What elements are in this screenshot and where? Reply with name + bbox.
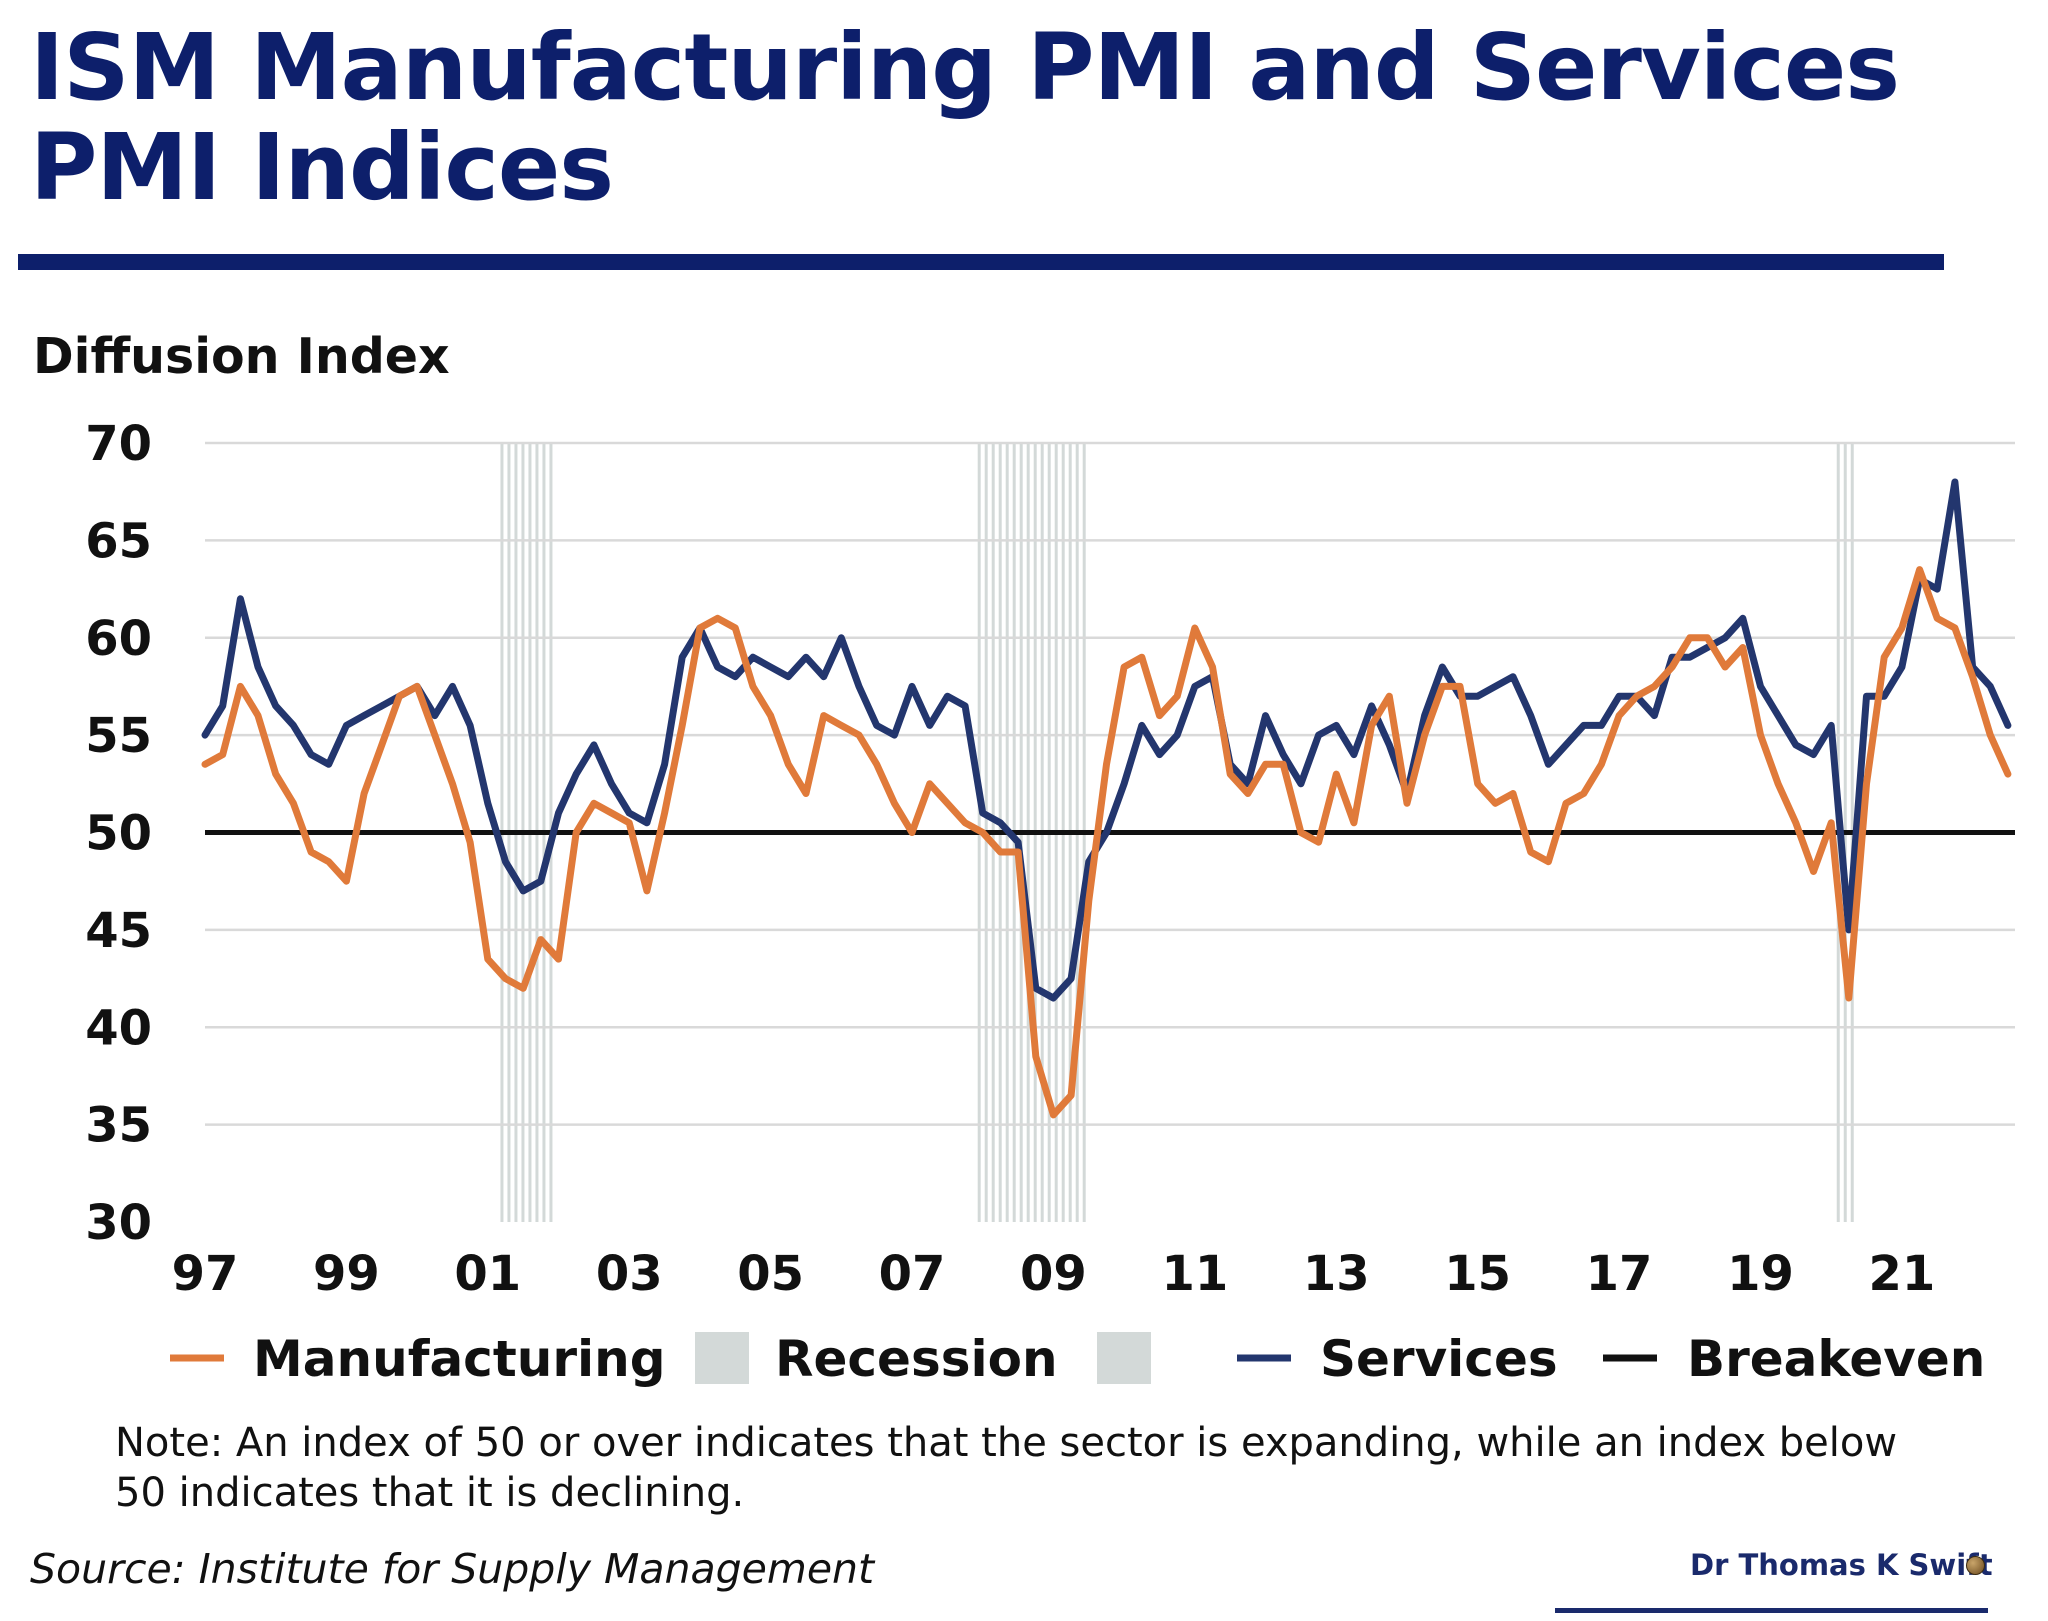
services-line [201,478,2012,1002]
x-tick-label: 03 [596,1246,663,1302]
x-tick-label: 11 [1161,1246,1228,1302]
y-tick-label: 55 [85,708,152,764]
x-tick-label: 09 [1020,1246,1087,1302]
y-tick-label: 35 [85,1098,152,1154]
source-label: Source: Institute for Supply Management [30,1545,875,1593]
x-tick-label: 97 [172,1246,239,1302]
chart-title: ISM Manufacturing PMI and Services PMI I… [30,14,1900,221]
y-tick-label: 70 [85,416,152,472]
y-tick-label: 45 [85,903,152,959]
legend-item-recession: Recession [695,1330,1058,1388]
x-tick-label: 13 [1303,1246,1370,1302]
legend-label: Recession [775,1330,1058,1388]
y-tick-label: 30 [85,1195,152,1251]
gridlines [205,441,2015,1126]
author-dot-icon [1966,1556,1985,1575]
x-tick-label: 05 [737,1246,804,1302]
pmi-chart: Diffusion Index 70 65 60 55 50 45 40 35 30 97 99 0… [33,328,2015,1388]
x-tick-label: 19 [1727,1246,1794,1302]
y-tick-labels: 70 65 60 55 50 45 40 35 30 [85,416,152,1251]
x-tick-label: 15 [1444,1246,1511,1302]
chart-note: Note: An index of 50 or over indicates t… [115,1420,1898,1516]
legend-item-services: Services [1237,1330,1558,1388]
x-tick-label: 17 [1586,1246,1653,1302]
author-label: Dr Thomas K Swift [1690,1548,1993,1582]
x-tick-label: 07 [879,1246,946,1302]
legend-label: Manufacturing [253,1330,666,1388]
x-tick-labels: 97 99 01 03 05 07 09 11 13 15 17 19 21 [172,1246,1936,1302]
y-tick-label: 60 [85,611,152,667]
y-tick-label: 65 [85,513,152,569]
manufacturing-line [201,566,2012,1119]
legend-label: Breakeven [1687,1330,1985,1388]
legend: Manufacturing Recession Services Breakeven [170,1330,1985,1388]
y-axis-label: Diffusion Index [33,328,450,385]
y-tick-label: 50 [85,806,152,862]
y-tick-label: 40 [85,1000,152,1056]
legend-swatch [695,1332,749,1384]
x-tick-label: 21 [1868,1246,1935,1302]
legend-label: Services [1320,1330,1558,1388]
legend-item-breakeven: Breakeven [1603,1330,1985,1388]
author-underline [1555,1608,1988,1613]
legend-item-recession_b [1097,1332,1151,1384]
title-underline [18,254,1944,270]
x-tick-label: 99 [313,1246,380,1302]
legend-swatch [1097,1332,1151,1384]
legend-item-manufacturing: Manufacturing [170,1330,666,1388]
x-tick-label: 01 [454,1246,521,1302]
